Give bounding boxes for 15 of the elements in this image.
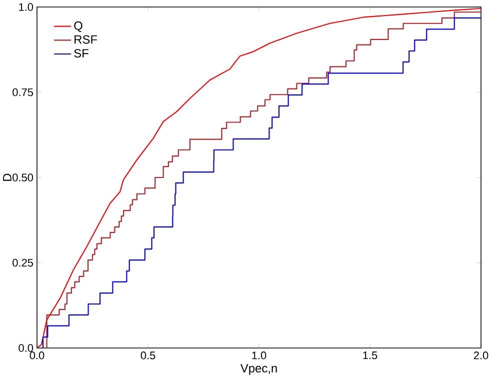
y-tick-label: 0.25 <box>12 258 34 267</box>
x-tick-label: 1.0 <box>252 352 266 360</box>
legend-label: SF <box>74 49 88 58</box>
y-tick-label: 0.50 <box>12 174 34 182</box>
x-tick-label: 0.5 <box>140 352 156 360</box>
x-axis-title: Vpec,n <box>240 364 277 375</box>
y-tick-label: 0.75 <box>12 88 34 96</box>
legend-label: RSF <box>74 35 98 44</box>
x-tick-label: 0.0 <box>30 352 44 360</box>
legend-label: Q <box>74 21 82 32</box>
x-tick-label: 2.0 <box>474 352 488 360</box>
y-tick-label: 0.0 <box>18 344 34 352</box>
y-axis-title: D <box>3 174 12 181</box>
y-tick-label: 1.0 <box>19 3 34 11</box>
x-tick-label: 1.5 <box>363 352 378 360</box>
